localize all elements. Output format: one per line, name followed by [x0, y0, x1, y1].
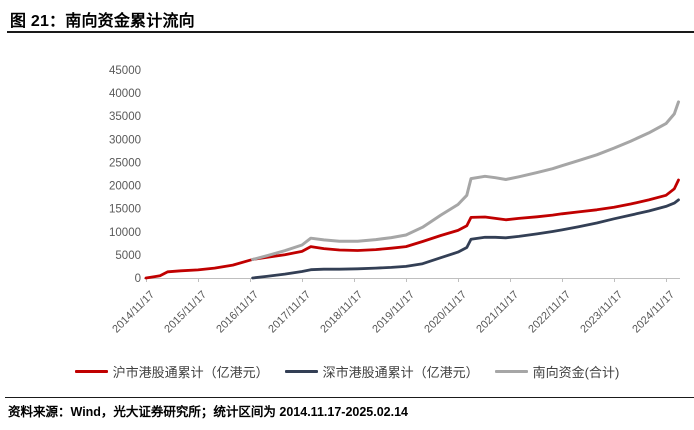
- y-tick-label: 5000: [115, 250, 141, 262]
- figure-title: 图 21：南向资金累计流向: [10, 13, 195, 30]
- x-tick-label: 2024/11/17: [630, 289, 677, 336]
- x-tick-label: 2022/11/17: [526, 289, 573, 336]
- y-tick-label: 20000: [109, 181, 141, 193]
- footer-divider: [5, 397, 694, 398]
- legend-line-swatch: [494, 370, 528, 373]
- x-tick-label: 2021/11/17: [474, 289, 521, 336]
- y-axis-tick-labels: 45000 40000 35000 30000 25000 20000 15000 10000…: [109, 65, 141, 285]
- series-line-sz-connect: [251, 198, 680, 280]
- chart-legend: 沪市港股通累计（亿港元） 深市港股通累计（亿港元） 南向资金(合计): [0, 362, 694, 381]
- series-line-southbound-total: [251, 100, 680, 261]
- x-tick-label: 2018/11/17: [318, 289, 365, 336]
- y-tick-label: 25000: [109, 157, 141, 169]
- x-tick-label: 2016/11/17: [214, 289, 261, 336]
- x-tick-label: 2019/11/17: [370, 289, 417, 336]
- y-tick-label: 30000: [109, 134, 141, 146]
- legend-label: 深市港股通累计（亿港元）: [322, 365, 479, 380]
- title-divider: [7, 31, 694, 33]
- y-tick-label: 15000: [109, 204, 141, 216]
- y-tick-label: 0: [135, 273, 141, 285]
- x-tick-label: 2023/11/17: [578, 289, 625, 336]
- x-tick-label: 2014/11/17: [110, 289, 157, 336]
- legend-item-southbound-total: 南向资金(合计): [494, 362, 620, 381]
- series-line-sh-connect: [144, 178, 680, 280]
- legend-label: 南向资金(合计): [532, 365, 620, 380]
- y-tick-label: 45000: [109, 65, 141, 77]
- source-note: 资料来源：Wind，光大证券研究所；统计区间为 2014.11.17-2025.…: [8, 405, 409, 419]
- x-axis: [144, 278, 680, 282]
- x-tick-label: 2017/11/17: [266, 289, 313, 336]
- x-axis-tick-labels: 2014/11/17 2015/11/17 2016/11/17 2017/11/17…: [110, 289, 677, 336]
- legend-line-swatch: [74, 370, 108, 373]
- legend-item-sz-connect: 深市港股通累计（亿港元）: [284, 362, 479, 381]
- x-tick-label: 2015/11/17: [162, 289, 209, 336]
- legend-line-swatch: [284, 370, 318, 373]
- y-tick-label: 35000: [109, 111, 141, 123]
- legend-item-sh-connect: 沪市港股通累计（亿港元）: [74, 362, 269, 381]
- x-tick-label: 2020/11/17: [422, 289, 469, 336]
- y-tick-label: 10000: [109, 227, 141, 239]
- y-tick-label: 40000: [109, 88, 141, 100]
- legend-label: 沪市港股通累计（亿港元）: [112, 365, 269, 380]
